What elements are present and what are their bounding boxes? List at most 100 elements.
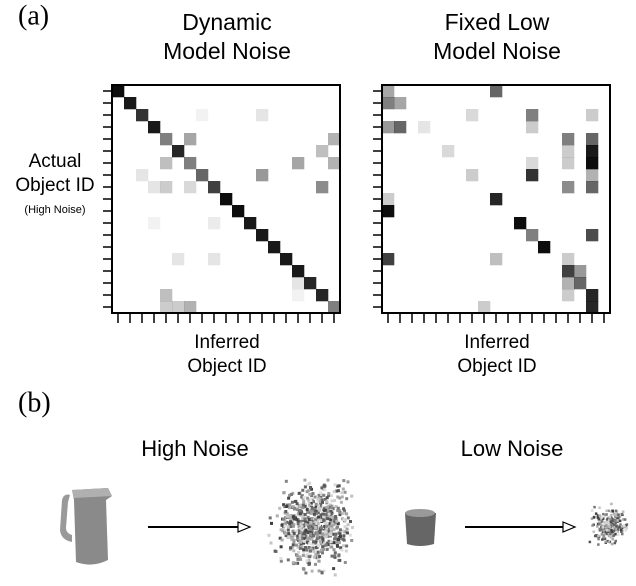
noise-pixel xyxy=(309,486,312,489)
heatmap-cell xyxy=(136,109,149,122)
heatmap-cell xyxy=(136,97,148,109)
heatmap-cell xyxy=(526,97,538,109)
noise-pixel xyxy=(609,525,613,529)
noise-pixel xyxy=(280,523,284,527)
heatmap-cell xyxy=(208,145,220,157)
noise-pixel xyxy=(608,523,612,526)
heatmap-cell xyxy=(148,193,160,205)
heatmap-cell xyxy=(232,241,244,253)
noise-pixel xyxy=(621,510,625,513)
noise-pixel xyxy=(341,511,345,515)
noise-pixel xyxy=(291,505,295,509)
heatmap-cell xyxy=(442,109,454,121)
heatmap-cell xyxy=(598,121,610,133)
heatmap-cell xyxy=(220,109,232,121)
noise-pixel xyxy=(595,534,598,537)
noise-pixel xyxy=(326,478,330,482)
noise-pixel xyxy=(336,484,340,488)
heatmap-cell xyxy=(292,229,304,241)
noise-pixel xyxy=(600,533,604,536)
noise-pixel xyxy=(288,533,292,537)
heatmap-cell xyxy=(514,229,526,241)
heatmap-cell xyxy=(232,265,244,277)
noise-pixel xyxy=(337,541,341,544)
heatmap-cell xyxy=(466,181,478,193)
noise-pixel xyxy=(307,506,311,510)
noise-pixel xyxy=(296,537,299,541)
heatmap-cell xyxy=(124,109,136,121)
heatmap-cell xyxy=(490,277,502,289)
heatmap-cell xyxy=(316,109,328,121)
heatmap-cell xyxy=(526,277,538,289)
heatmap-cell xyxy=(304,181,316,193)
heatmap-cell xyxy=(184,85,196,97)
heatmap-cell xyxy=(550,121,562,133)
heatmap-cell xyxy=(160,97,172,109)
noise-pixel xyxy=(284,534,288,538)
noise-pixel xyxy=(325,496,329,500)
noise-pixel xyxy=(304,546,307,549)
noise-pixel xyxy=(320,570,324,574)
noise-pixel xyxy=(597,543,600,546)
heatmap-cell xyxy=(268,253,280,265)
noise-pixel xyxy=(306,515,310,519)
noise-pixel xyxy=(607,530,610,534)
noise-pixel xyxy=(605,529,609,532)
noise-pixel xyxy=(323,497,327,501)
heatmap-cell xyxy=(382,181,394,193)
chart-title: Fixed Low xyxy=(445,9,550,35)
noise-pixel xyxy=(340,495,344,499)
heatmap-cell xyxy=(328,265,340,277)
noise-pixel xyxy=(336,540,340,544)
heatmap-cell xyxy=(550,217,562,229)
heatmap-cell xyxy=(112,217,124,229)
heatmap-cell xyxy=(430,157,442,169)
heatmap-cell xyxy=(160,301,173,314)
heatmap-cell xyxy=(454,85,466,97)
heatmap-cell xyxy=(304,85,316,97)
noise-pixel xyxy=(323,484,327,488)
heatmap-cell xyxy=(502,169,514,181)
heatmap-cell xyxy=(394,205,406,217)
noise-pixel xyxy=(300,495,304,499)
heatmap-cell xyxy=(406,97,418,109)
heatmap-cell xyxy=(586,169,599,182)
heatmap-cell xyxy=(304,193,316,205)
heatmap-cell xyxy=(172,265,184,277)
heatmap-cell xyxy=(292,133,304,145)
heatmap-cell xyxy=(172,241,184,253)
heatmap-cell xyxy=(292,289,305,302)
noise-pixel xyxy=(297,532,301,536)
heatmap-cell xyxy=(196,145,208,157)
heatmap-cell xyxy=(394,277,406,289)
heatmap-cell xyxy=(538,133,550,145)
noise-pixel xyxy=(617,533,620,536)
noise-pixel xyxy=(298,536,302,540)
heatmap-cell xyxy=(514,241,526,253)
heatmap-cell xyxy=(124,133,136,145)
heatmap-cell xyxy=(292,265,305,278)
noise-pixel xyxy=(305,559,309,563)
noise-pixel xyxy=(599,523,602,526)
heatmap-cell xyxy=(280,169,292,181)
heatmap-cell xyxy=(466,301,478,313)
noise-pixel xyxy=(306,483,310,487)
heatmap-cell xyxy=(466,145,478,157)
noise-pixel xyxy=(310,511,313,515)
heatmap-cell xyxy=(478,193,490,205)
heatmap-cell xyxy=(502,289,514,301)
heatmap-cell xyxy=(136,145,148,157)
heatmap-cell xyxy=(196,169,209,182)
heatmap-cell xyxy=(454,277,466,289)
noise-pixel xyxy=(282,503,286,507)
noise-pixel xyxy=(601,517,605,521)
noise-pixel xyxy=(306,496,310,500)
noise-pixel xyxy=(304,503,308,507)
heatmap-cell xyxy=(256,265,268,277)
heatmap-cell xyxy=(514,217,527,230)
heatmap-cell xyxy=(550,85,562,97)
noise-pixel xyxy=(607,529,611,532)
heatmap-cell xyxy=(232,205,245,218)
heatmap-cell xyxy=(538,109,550,121)
